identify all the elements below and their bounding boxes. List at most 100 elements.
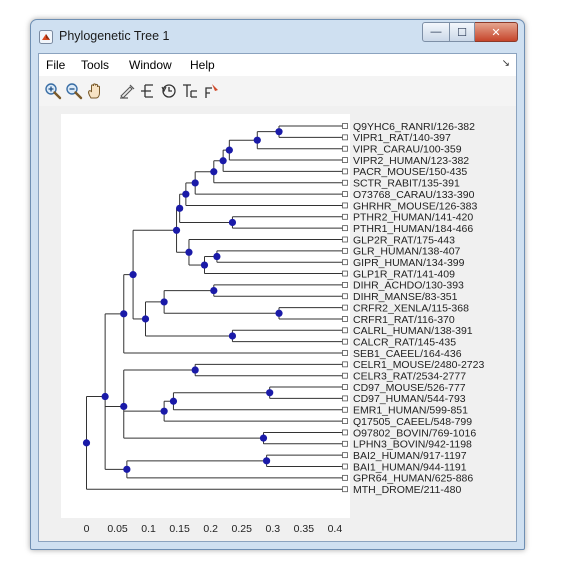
- branch-node[interactable]: [253, 136, 261, 144]
- branch-node[interactable]: [262, 457, 271, 465]
- leaf-node[interactable]: [342, 463, 348, 470]
- branch-node[interactable]: [120, 310, 128, 318]
- leaf-label: O97802_BOVIN/769-1016: [353, 427, 476, 439]
- branch-node[interactable]: [82, 439, 91, 447]
- branch-node[interactable]: [225, 146, 233, 154]
- leaf-node[interactable]: [342, 474, 348, 481]
- prune-icon[interactable]: [202, 82, 220, 100]
- leaf-node[interactable]: [342, 213, 348, 220]
- leaf-node[interactable]: [342, 225, 348, 232]
- branch-node[interactable]: [266, 389, 274, 397]
- branch-node[interactable]: [120, 402, 128, 411]
- x-tick-label: 0.25: [232, 523, 253, 535]
- collapse-expand-icon[interactable]: [139, 82, 157, 100]
- x-tick-label: 0: [84, 523, 90, 535]
- leaf-node[interactable]: [342, 168, 348, 175]
- close-button[interactable]: ✕: [475, 22, 518, 42]
- leaf-label: CALCR_RAT/145-435: [353, 336, 456, 348]
- leaf-node[interactable]: [342, 270, 348, 277]
- leaf-node[interactable]: [342, 247, 348, 254]
- branch-node[interactable]: [191, 179, 199, 187]
- leaf-node[interactable]: [342, 179, 348, 186]
- rename-icon[interactable]: [181, 82, 199, 100]
- leaf-node[interactable]: [342, 350, 348, 356]
- branch-node[interactable]: [182, 190, 190, 198]
- menu-file[interactable]: File: [46, 58, 66, 72]
- branch-node[interactable]: [228, 332, 237, 340]
- leaf-label: SEB1_CAEEL/164-436: [353, 348, 462, 360]
- leaf-node[interactable]: [342, 134, 348, 141]
- branch-node[interactable]: [160, 298, 168, 306]
- branch-node[interactable]: [129, 271, 137, 279]
- leaf-node[interactable]: [342, 406, 348, 413]
- leaf-label: O73768_CARAU/133-390: [353, 189, 475, 201]
- title-bar[interactable]: Phylogenetic Tree 1 — ☐ ✕: [31, 20, 524, 53]
- branch-node[interactable]: [200, 261, 209, 269]
- menu-window[interactable]: Window: [129, 58, 172, 72]
- leaf-node[interactable]: [342, 281, 348, 288]
- app-window: Phylogenetic Tree 1 — ☐ ✕ File Tools Win…: [30, 19, 525, 550]
- menu-tools[interactable]: Tools: [81, 58, 110, 72]
- leaf-label: Q17505_CAEEL/548-799: [353, 416, 472, 428]
- branch-node[interactable]: [213, 252, 221, 261]
- leaf-node[interactable]: [342, 429, 348, 436]
- branch-node[interactable]: [185, 248, 193, 256]
- leaf-node[interactable]: [342, 440, 348, 447]
- branch-node[interactable]: [160, 407, 168, 415]
- leaf-node[interactable]: [342, 418, 348, 425]
- leaf-node[interactable]: [342, 123, 348, 129]
- pan-hand-icon[interactable]: [86, 82, 104, 100]
- zoom-in-icon[interactable]: [44, 82, 62, 100]
- leaf-label: GPR64_HUMAN/625-886: [353, 473, 473, 485]
- leaf-label: CELR3_RAT/2534-2777: [353, 371, 466, 383]
- maximize-button[interactable]: ☐: [450, 22, 475, 42]
- branch-node[interactable]: [169, 397, 178, 405]
- leaf-node[interactable]: [342, 395, 348, 402]
- leaf-node[interactable]: [342, 338, 348, 345]
- x-tick-label: 0.15: [169, 523, 190, 535]
- leaf-node[interactable]: [342, 316, 348, 322]
- branch-node[interactable]: [228, 218, 237, 227]
- leaf-node[interactable]: [342, 236, 348, 243]
- branch-node[interactable]: [275, 309, 283, 317]
- branch-node[interactable]: [210, 286, 218, 295]
- window-controls: — ☐ ✕: [422, 22, 518, 42]
- leaf-label: VIPR2_HUMAN/123-382: [353, 155, 469, 167]
- branch-node[interactable]: [275, 128, 283, 136]
- minimize-button[interactable]: —: [422, 22, 450, 42]
- x-tick-label: 0.05: [107, 523, 128, 535]
- branch-node[interactable]: [219, 157, 227, 165]
- leaf-node[interactable]: [342, 384, 348, 390]
- dock-arrow-icon[interactable]: ↘: [501, 58, 510, 69]
- branch-node[interactable]: [191, 366, 199, 374]
- rotate-branch-icon[interactable]: [160, 82, 178, 100]
- branch-node[interactable]: [101, 392, 109, 401]
- branch-node[interactable]: [141, 315, 150, 323]
- leaf-node[interactable]: [342, 452, 348, 459]
- leaf-node[interactable]: [342, 486, 348, 493]
- leaf-node[interactable]: [342, 327, 348, 334]
- leaf-node[interactable]: [342, 304, 348, 311]
- leaf-node[interactable]: [342, 293, 348, 300]
- menu-help[interactable]: Help: [190, 58, 215, 72]
- leaf-node[interactable]: [342, 191, 348, 197]
- leaf-label: GHRHR_MOUSE/126-383: [353, 200, 477, 212]
- leaf-label: PACR_MOUSE/150-435: [353, 166, 467, 178]
- phylogenetic-tree-plot[interactable]: Q9YHC6_RANRI/126-382VIPR1_RAT/140-397VIP…: [39, 106, 516, 540]
- x-tick-label: 0.1: [141, 523, 156, 535]
- branch-node[interactable]: [210, 168, 218, 176]
- branch-node[interactable]: [176, 204, 184, 212]
- leaf-label: GLP2R_RAT/175-443: [353, 234, 455, 246]
- zoom-out-icon[interactable]: [65, 82, 83, 100]
- branch-node[interactable]: [123, 465, 131, 473]
- branch-node[interactable]: [259, 434, 268, 442]
- leaf-node[interactable]: [342, 157, 348, 163]
- leaf-node[interactable]: [342, 361, 348, 368]
- leaf-node[interactable]: [342, 202, 348, 209]
- leaf-label: DIHR_MANSE/83-351: [353, 291, 458, 303]
- branch-node[interactable]: [172, 226, 181, 234]
- leaf-node[interactable]: [342, 372, 348, 379]
- leaf-node[interactable]: [342, 145, 348, 152]
- inspect-icon[interactable]: [118, 82, 136, 100]
- leaf-node[interactable]: [342, 259, 348, 266]
